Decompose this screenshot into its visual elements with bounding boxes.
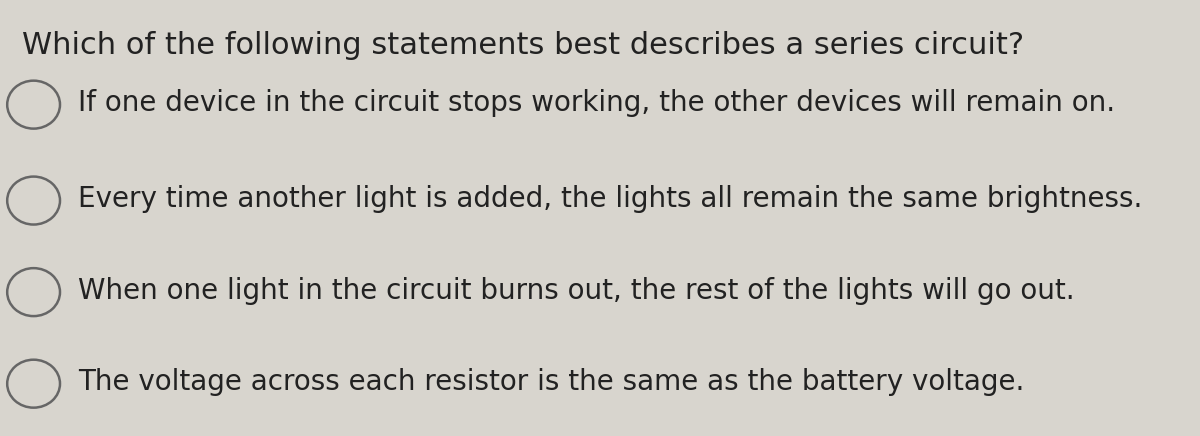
- Text: Which of the following statements best describes a series circuit?: Which of the following statements best d…: [22, 31, 1024, 60]
- Text: When one light in the circuit burns out, the rest of the lights will go out.: When one light in the circuit burns out,…: [78, 277, 1075, 305]
- Text: If one device in the circuit stops working, the other devices will remain on.: If one device in the circuit stops worki…: [78, 89, 1115, 117]
- Text: The voltage across each resistor is the same as the battery voltage.: The voltage across each resistor is the …: [78, 368, 1025, 396]
- Text: Every time another light is added, the lights all remain the same brightness.: Every time another light is added, the l…: [78, 185, 1142, 213]
